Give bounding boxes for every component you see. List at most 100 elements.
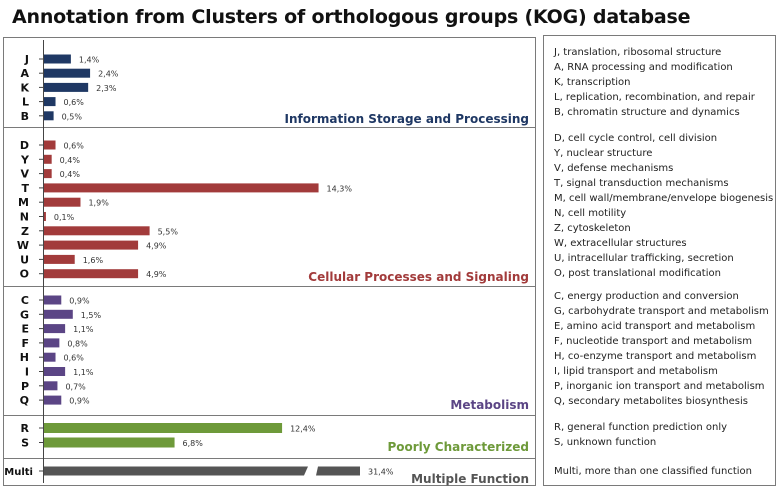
legend-item: O, post translational modification <box>554 268 721 279</box>
bar <box>44 437 175 448</box>
legend-item: G, carbohydrate transport and metabolism <box>554 306 769 317</box>
group-label: Multiple Function <box>411 472 529 486</box>
category-label: V <box>20 168 29 181</box>
category-label: J <box>24 53 29 66</box>
bar <box>44 240 139 250</box>
group-label: Metabolism <box>450 398 529 412</box>
category-label: Y <box>20 153 30 166</box>
category-label: M <box>18 196 29 209</box>
category-label: B <box>21 110 29 123</box>
legend-item: N, cell motility <box>554 208 627 219</box>
bar <box>44 254 75 264</box>
bar <box>44 226 150 236</box>
value-label: 0,4% <box>60 170 81 179</box>
value-label: 2,4% <box>98 70 119 79</box>
group-label: Cellular Processes and Signaling <box>308 270 529 284</box>
value-label: 1,4% <box>79 56 100 65</box>
bar <box>44 381 58 391</box>
legend-group: D, cell cycle control, cell division Y, n… <box>554 131 773 281</box>
legend-item: C, energy production and conversion <box>554 291 739 302</box>
category-label: R <box>21 422 30 435</box>
category-label: C <box>21 294 29 307</box>
category-label: I <box>25 366 29 379</box>
legend-item: Q, secondary metabolites biosynthesis <box>554 396 748 407</box>
legend-group: R, general function prediction only S, un… <box>554 420 727 450</box>
category-label: S <box>21 437 29 450</box>
value-label: 1,6% <box>83 256 104 265</box>
value-label: 12,4% <box>290 425 316 434</box>
value-label: 0,7% <box>65 382 86 391</box>
category-label: D <box>20 139 29 152</box>
bar-chart: J 1,4% A 2,4% K 2,3% L 0,6% B 0,5% Information Sto… <box>3 37 536 486</box>
legend-item: L, replication, recombination, and repai… <box>554 92 755 103</box>
value-label: 1,1% <box>73 325 94 334</box>
category-label: L <box>22 96 29 109</box>
legend-item: W, extracellular structures <box>554 238 687 249</box>
category-label: A <box>20 67 29 80</box>
value-label: 0,5% <box>62 112 83 121</box>
bar <box>44 395 62 405</box>
category-label: P <box>21 380 29 393</box>
bar <box>44 338 60 348</box>
bar <box>44 54 71 64</box>
category-label: Z <box>21 225 29 238</box>
bar <box>44 68 91 78</box>
bar <box>44 352 56 362</box>
value-label: 6,8% <box>183 439 204 448</box>
legend-item: B, chromatin structure and dynamics <box>554 107 740 118</box>
legend-item: V, defense mechanisms <box>554 163 674 174</box>
category-label: U <box>20 253 29 266</box>
legend-item: H, co-enzyme transport and metabolism <box>554 351 757 362</box>
bar-segment <box>316 466 360 476</box>
value-label: 0,8% <box>67 339 88 348</box>
category-label: O <box>20 268 29 281</box>
legend-item: D, cell cycle control, cell division <box>554 133 718 144</box>
legend-item: F, nucleotide transport and metabolism <box>554 336 753 347</box>
legend-item: I, lipid transport and metabolism <box>554 366 718 377</box>
plot-frame <box>3 37 536 486</box>
value-label: 2,3% <box>96 84 117 93</box>
chart-title: Annotation from Clusters of orthologous … <box>12 6 691 28</box>
category-label: Multi <box>4 467 33 478</box>
legend-group: C, energy production and conversion G, ca… <box>554 289 769 409</box>
value-label: 0,9% <box>69 297 90 306</box>
legend-item: A, RNA processing and modification <box>554 62 733 73</box>
bar <box>44 309 73 319</box>
legend-item: U, intracellular trafficking, secretion <box>554 253 734 264</box>
bar <box>44 295 62 305</box>
legend-item: T, signal transduction mechanisms <box>554 178 729 189</box>
bar <box>44 111 54 121</box>
group-label: Information Storage and Processing <box>285 112 530 126</box>
legend-item: M, cell wall/membrane/envelope biogenesi… <box>554 193 774 204</box>
value-label: 0,9% <box>69 397 90 406</box>
category-label: Q <box>20 394 29 407</box>
category-label: K <box>20 81 29 94</box>
category-label: G <box>20 308 29 321</box>
bar <box>44 82 89 92</box>
value-label: 1,5% <box>81 311 102 320</box>
category-label: N <box>20 211 29 224</box>
legend-group: Multi, more than one classified function <box>554 464 752 479</box>
group-label: Poorly Characterized <box>387 440 529 454</box>
legend-group: J, translation, ribosomal structure A, RN… <box>554 45 755 120</box>
bar <box>44 140 56 150</box>
value-label: 4,9% <box>146 242 167 251</box>
legend-item: S, unknown function <box>554 437 657 448</box>
bar <box>44 183 319 193</box>
legend-item: P, inorganic ion transport and metabolis… <box>554 381 765 392</box>
value-label: 0,6% <box>64 142 85 151</box>
bar <box>44 97 56 107</box>
category-label: H <box>20 351 29 364</box>
bar <box>44 269 139 279</box>
value-label: 0,6% <box>64 354 85 363</box>
bar <box>44 367 66 376</box>
legend-panel: J, translation, ribosomal structure A, RN… <box>543 35 776 486</box>
legend-item: R, general function prediction only <box>554 422 728 433</box>
value-label: 0,6% <box>64 98 85 107</box>
category-label: W <box>17 239 29 252</box>
bar <box>44 169 52 179</box>
value-label: 1,9% <box>88 199 109 208</box>
bar-segment <box>44 466 301 476</box>
legend-item: K, transcription <box>554 77 631 88</box>
bar <box>44 324 66 334</box>
